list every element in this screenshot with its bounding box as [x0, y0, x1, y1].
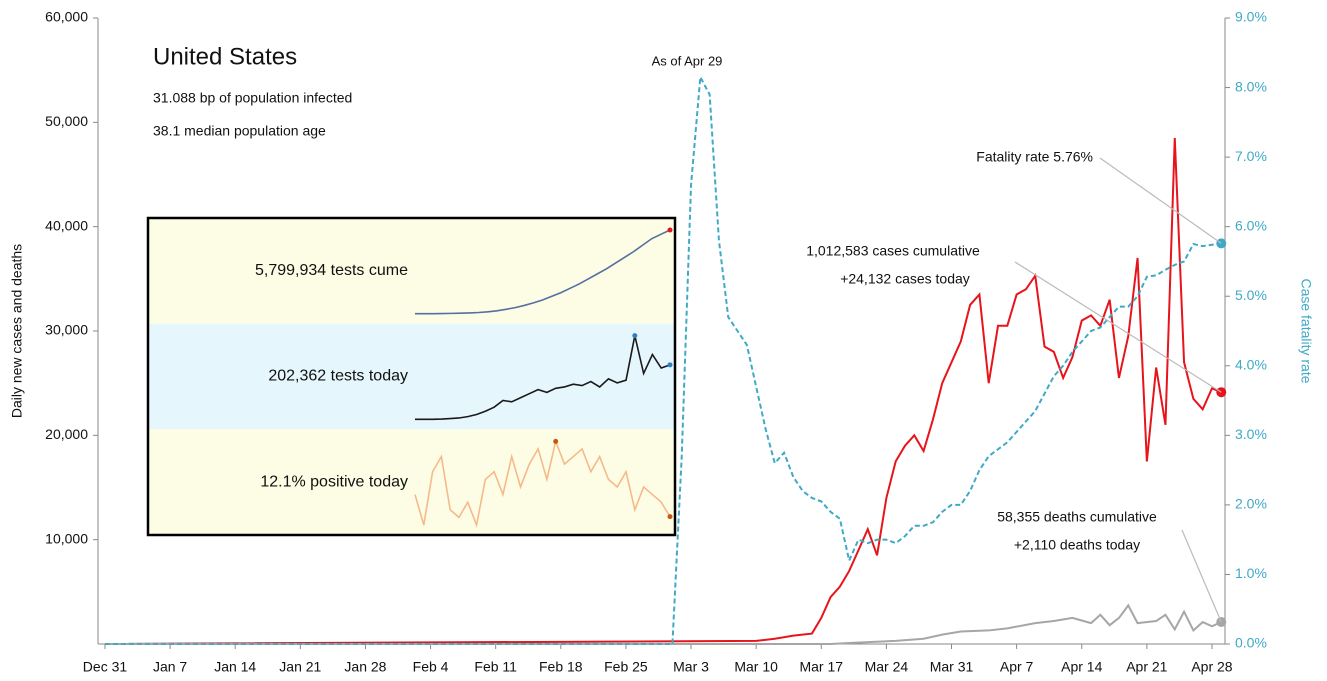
x-tick-label: Mar 31	[930, 659, 974, 675]
sparkline	[415, 229, 671, 315]
x-tick-label: Mar 24	[865, 659, 909, 675]
y2-tick-label: 9.0%	[1235, 9, 1267, 25]
x-tick-label: Mar 10	[734, 659, 778, 675]
inset-label: 202,362 tests today	[268, 368, 408, 385]
spark-dot	[632, 333, 638, 339]
spark-dot	[667, 227, 673, 233]
x-tick-label: Feb 4	[413, 659, 449, 675]
y2-tick-label: 8.0%	[1235, 78, 1267, 94]
series-line	[104, 603, 1222, 645]
annotation: +2,110 deaths today	[1014, 537, 1140, 553]
y2-tick-label: 7.0%	[1235, 148, 1267, 164]
x-tick-label: Feb 25	[604, 659, 648, 675]
x-tick-label: Apr 28	[1191, 659, 1232, 675]
inset-band	[148, 429, 675, 535]
annotation: 1,012,583 cases cumulative	[806, 243, 980, 259]
x-tick-label: Jan 7	[153, 659, 187, 675]
inset-frame	[146, 216, 677, 537]
x-tick-label: Mar 17	[799, 659, 843, 675]
spark-dot	[553, 438, 559, 444]
y-tick-label: 50,000	[45, 113, 88, 129]
x-tick-label: Jan 21	[279, 659, 321, 675]
sparkline	[414, 438, 671, 528]
x-tick-label: Apr 21	[1126, 659, 1167, 675]
x-tick-label: Mar 3	[673, 659, 709, 675]
sparkline	[415, 335, 671, 421]
leader-line	[1014, 261, 1222, 393]
y-tick-label: 30,000	[45, 322, 88, 338]
leader-line	[1099, 157, 1222, 244]
inset-band	[148, 218, 675, 324]
x-tick-label: Apr 14	[1061, 659, 1102, 675]
subtitle: 38.1 median population age	[153, 123, 326, 139]
inset-label: 5,799,934 tests cume	[255, 262, 408, 279]
x-tick-label: Apr 7	[1000, 659, 1034, 675]
y-tick-label: 60,000	[45, 9, 88, 25]
y2-tick-label: 0.0%	[1235, 635, 1267, 651]
y-axis-label: Daily new cases and deaths	[9, 244, 25, 418]
y2-tick-label: 4.0%	[1235, 356, 1267, 372]
y2-axis-label: Case fatality rate	[1298, 278, 1314, 383]
annotation: 58,355 deaths cumulative	[997, 509, 1157, 525]
x-tick-label: Feb 11	[474, 659, 517, 675]
annotation: +24,132 cases today	[840, 271, 970, 287]
series-line	[104, 137, 1222, 645]
spark-dot	[667, 514, 673, 520]
inset-band	[148, 323, 675, 430]
spark-dot	[667, 362, 673, 368]
y-tick-label: 40,000	[45, 217, 88, 233]
y2-tick-label: 1.0%	[1235, 565, 1267, 581]
chart-title: United States	[153, 43, 297, 70]
x-tick-label: Feb 18	[539, 659, 583, 675]
inset-label: 12.1% positive today	[260, 473, 408, 490]
x-tick-label: Jan 28	[344, 659, 386, 675]
x-tick-label: Jan 14	[214, 659, 256, 675]
y2-tick-label: 2.0%	[1235, 496, 1267, 512]
subtitle: 31.088 bp of population infected	[153, 90, 352, 106]
y2-tick-label: 3.0%	[1235, 426, 1267, 442]
x-tick-label: Dec 31	[83, 659, 128, 675]
y2-tick-label: 6.0%	[1235, 217, 1267, 233]
y-tick-label: 10,000	[45, 530, 88, 546]
y2-tick-label: 5.0%	[1235, 287, 1267, 303]
annotation: As of Apr 29	[652, 53, 723, 68]
y-tick-label: 20,000	[45, 426, 88, 442]
series-line	[104, 73, 1222, 645]
leader-line	[1181, 529, 1222, 623]
annotation: Fatality rate 5.76%	[976, 149, 1093, 165]
